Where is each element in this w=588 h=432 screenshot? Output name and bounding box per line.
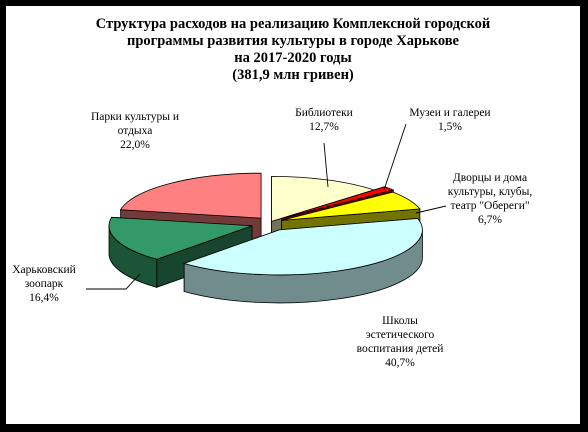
data-label-name-line: Музеи и галереи xyxy=(409,107,490,119)
data-label-name-line: Библиотеки xyxy=(295,107,353,119)
data-label-value: 12,7% xyxy=(309,121,339,133)
chart-title-line-4: (381,9 млн гривен) xyxy=(232,67,354,83)
data-label-parks: Парки культуры и отдыха 22,0% xyxy=(91,111,179,151)
data-label-name-line: зоопарк xyxy=(25,278,64,290)
data-label-name-line: культуры, клубы, xyxy=(448,186,533,198)
pie-tops xyxy=(108,172,423,276)
chart-title-line-2: программы развития культуры в городе Хар… xyxy=(126,33,459,49)
data-label-schools: Школы эстетического воспитания детей 40,7% xyxy=(357,315,444,369)
pie-slice-schools xyxy=(182,218,423,276)
chart-title-line-1: Структура расходов на реализацию Комплек… xyxy=(95,16,491,32)
data-label-name-line: отдыха xyxy=(118,125,153,137)
data-label-libraries: Библиотеки 12,7% xyxy=(295,107,353,133)
data-label-palaces: Дворцы и дома культуры, клубы, театр "Обер… xyxy=(448,172,533,226)
leader-line-museums xyxy=(383,123,407,191)
data-label-zoo: Харьковский зоопарк 16,4% xyxy=(12,264,76,304)
leader-line-libraries xyxy=(323,142,329,188)
data-label-value: 1,5% xyxy=(438,121,462,133)
pie-slice-parks xyxy=(119,172,262,219)
pie-slice-zoo xyxy=(108,216,253,260)
data-label-value: 40,7% xyxy=(385,357,415,369)
data-label-museums: Музеи и галереи 1,5% xyxy=(409,107,490,133)
data-label-name-line: Дворцы и дома xyxy=(453,172,527,184)
leader-line-palaces xyxy=(415,205,447,214)
data-label-name-line: Харьковский xyxy=(12,264,76,276)
data-label-name-line: воспитания детей xyxy=(357,343,444,355)
data-label-value: 6,7% xyxy=(478,214,502,226)
data-label-value: 22,0% xyxy=(120,139,150,151)
data-label-name-line: театр "Обереги" xyxy=(450,200,529,212)
data-label-name-line: эстетического xyxy=(366,329,435,341)
leader-line-zoo xyxy=(86,273,141,290)
pie-chart: Библиотеки 12,7% Музеи и галереи 1,5% Дворцы… xyxy=(12,107,533,369)
data-label-name-line: Школы xyxy=(382,315,418,327)
pie-slice-museums xyxy=(281,186,395,219)
chart-title: Структура расходов на реализацию Комплек… xyxy=(6,16,580,84)
pie-slice-palaces xyxy=(281,191,421,221)
data-label-value: 16,4% xyxy=(29,292,59,304)
data-label-name-line: Парки культуры и xyxy=(91,111,179,123)
chart-frame: Структура расходов на реализацию Комплек… xyxy=(6,6,580,424)
chart-title-line-3: на 2017-2020 годы xyxy=(234,50,352,66)
